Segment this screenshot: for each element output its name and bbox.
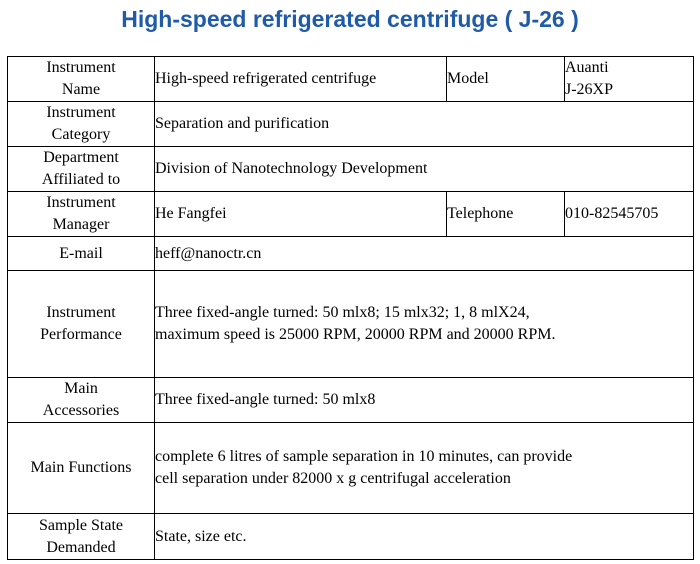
department-label-line1: Department bbox=[43, 149, 119, 166]
functions-label: Main Functions bbox=[7, 422, 155, 514]
accessories-label: Main Accessories bbox=[7, 377, 155, 423]
sample-state-label: Sample State Demanded bbox=[7, 513, 155, 560]
sample-state-label-line1: Sample State bbox=[39, 516, 123, 534]
instrument-spec-table: Instrument Name High-speed refrigerated … bbox=[7, 56, 694, 560]
telephone-label: Telephone bbox=[446, 191, 565, 237]
row-email: E-mail heff@nanoctr.cn bbox=[7, 236, 694, 271]
row-manager: Instrument Manager He Fangfei Telephone … bbox=[7, 191, 694, 237]
manager-label-line1: Instrument bbox=[46, 194, 116, 211]
department-value: Division of Nanotechnology Development bbox=[154, 146, 694, 192]
manager-value: He Fangfei bbox=[154, 191, 447, 237]
telephone-value: 010-82545705 bbox=[564, 191, 694, 237]
model-label: Model bbox=[446, 56, 565, 102]
performance-value: Three fixed-angle turned: 50 mlx8; 15 ml… bbox=[154, 270, 694, 378]
instrument-category-value: Separation and purification bbox=[154, 101, 694, 147]
manager-label: Instrument Manager bbox=[7, 191, 155, 237]
row-performance: Instrument Performance Three fixed-angle… bbox=[7, 270, 694, 378]
row-instrument-name: Instrument Name High-speed refrigerated … bbox=[7, 56, 694, 102]
sample-state-value: State, size etc. bbox=[154, 513, 694, 560]
instrument-category-label: Instrument Category bbox=[7, 101, 155, 147]
page-title: High-speed refrigerated centrifuge ( J-2… bbox=[121, 6, 579, 32]
instrument-name-label: Instrument Name bbox=[7, 56, 155, 102]
functions-value: complete 6 litres of sample separation i… bbox=[154, 422, 694, 514]
row-department: Department Affiliated to Division of Nan… bbox=[7, 146, 694, 192]
model-value-line1: Auanti bbox=[565, 59, 609, 76]
model-value-line2: J-26XP bbox=[565, 81, 614, 98]
manager-label-line2: Manager bbox=[52, 216, 110, 233]
instrument-name-label-line2: Name bbox=[61, 81, 101, 98]
instrument-name-label-line1: Instrument bbox=[46, 59, 116, 76]
performance-label-line2: Performance bbox=[40, 326, 122, 343]
performance-label: Instrument Performance bbox=[7, 270, 155, 378]
accessories-value: Three fixed-angle turned: 50 mlx8 bbox=[154, 377, 694, 423]
department-label-line2: Affiliated to bbox=[41, 171, 121, 188]
department-label: Department Affiliated to bbox=[7, 146, 155, 192]
functions-value-line1: complete 6 litres of sample separation i… bbox=[155, 448, 573, 465]
performance-label-line1: Instrument bbox=[46, 304, 116, 321]
row-instrument-category: Instrument Category Separation and purif… bbox=[7, 101, 694, 147]
email-value: heff@nanoctr.cn bbox=[154, 236, 694, 271]
functions-value-line2: cell separation under 82000 x g centrifu… bbox=[155, 470, 511, 487]
instrument-category-label-line2: Category bbox=[51, 126, 111, 143]
sample-state-label-line2: Demanded bbox=[46, 538, 116, 556]
row-functions: Main Functions complete 6 litres of samp… bbox=[7, 422, 694, 514]
instrument-category-label-line1: Instrument bbox=[46, 104, 116, 121]
model-value: Auanti J-26XP bbox=[564, 56, 694, 102]
instrument-name-value: High-speed refrigerated centrifuge bbox=[154, 56, 447, 102]
email-label: E-mail bbox=[7, 236, 155, 271]
performance-value-line1: Three fixed-angle turned: 50 mlx8; 15 ml… bbox=[155, 304, 530, 321]
row-accessories: Main Accessories Three fixed-angle turne… bbox=[7, 377, 694, 423]
performance-value-line2: maximum speed is 25000 RPM, 20000 RPM an… bbox=[155, 326, 556, 343]
accessories-label-line1: Main bbox=[64, 380, 98, 397]
row-sample-state: Sample State Demanded State, size etc. bbox=[7, 513, 694, 560]
accessories-label-line2: Accessories bbox=[42, 402, 120, 419]
